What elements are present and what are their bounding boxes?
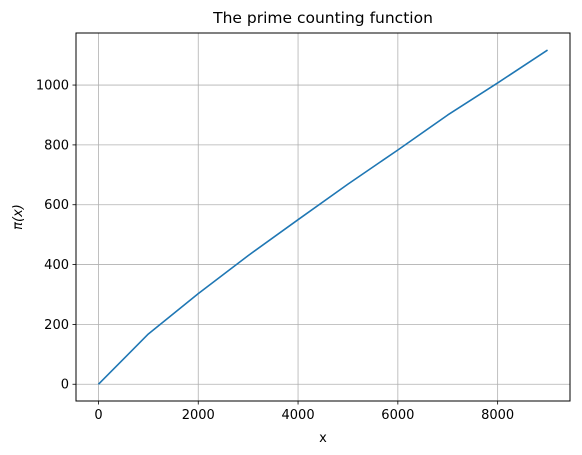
x-tick-label: 4000 xyxy=(282,408,315,423)
y-tick-label: 1000 xyxy=(36,79,69,94)
x-axis-label: x xyxy=(319,431,327,446)
y-tick-label: 200 xyxy=(44,318,69,333)
x-tick-label: 0 xyxy=(94,408,102,423)
x-tick-label: 8000 xyxy=(481,408,514,423)
x-tick-label: 6000 xyxy=(381,408,414,423)
y-axis-label: π(x) xyxy=(11,204,26,230)
y-tick-label: 600 xyxy=(44,198,69,213)
y-tick-label: 800 xyxy=(44,138,69,153)
x-tick-label: 2000 xyxy=(182,408,215,423)
y-tick-label: 0 xyxy=(61,378,69,393)
y-tick-label: 400 xyxy=(44,258,69,273)
chart-title: The prime counting function xyxy=(212,9,433,27)
